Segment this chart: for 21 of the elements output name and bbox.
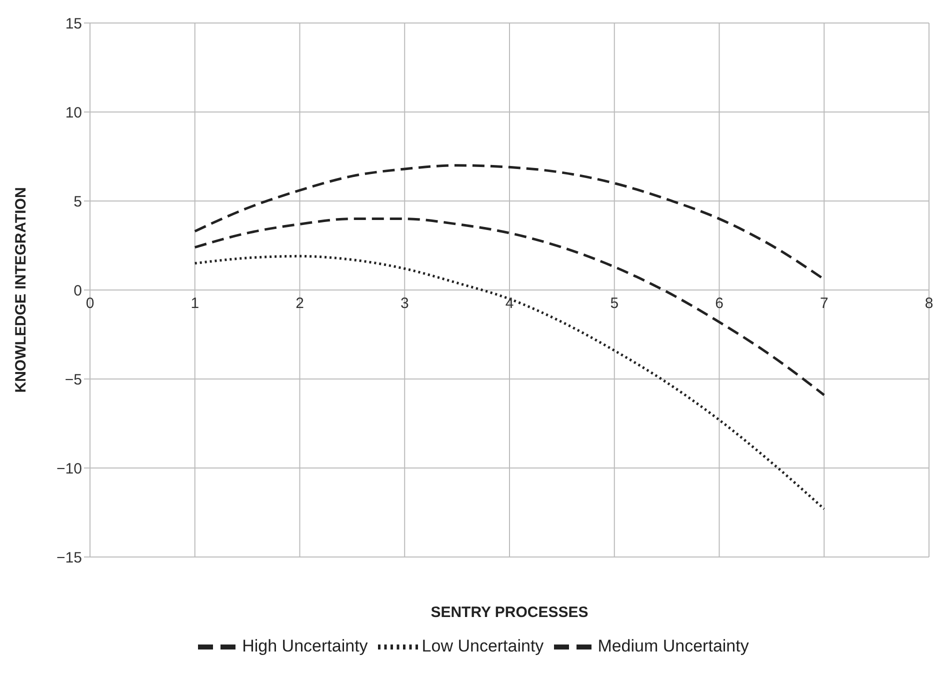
y-tick-label: −15 [56,549,82,566]
y-tick-label: 10 [65,104,82,122]
x-tick-label: 0 [86,295,94,312]
x-tick-label: 7 [820,295,828,312]
x-tick-label: 8 [924,295,934,312]
legend-label: Medium Uncertainty [598,636,749,656]
y-tick-label: −5 [64,371,82,388]
x-axis-title: SENTRY PROCESSES [430,604,588,621]
legend-label: High Uncertainty [242,636,368,656]
x-tick-label: 3 [400,295,409,312]
y-tick-label: 0 [74,282,82,300]
x-tick-label: 2 [296,295,304,312]
x-tick-label: 1 [190,295,200,312]
y-tick-label: −10 [56,460,82,478]
y-tick-label: 5 [74,193,82,210]
x-tick-label: 5 [610,295,619,312]
y-axis-title: KNOWLEDGE INTEGRATION [12,187,30,393]
x-tick-label: 6 [715,295,724,312]
y-tick-label: 15 [65,15,82,32]
x-tick-label: 4 [505,295,514,312]
legend-label: Low Uncertainty [422,636,544,656]
